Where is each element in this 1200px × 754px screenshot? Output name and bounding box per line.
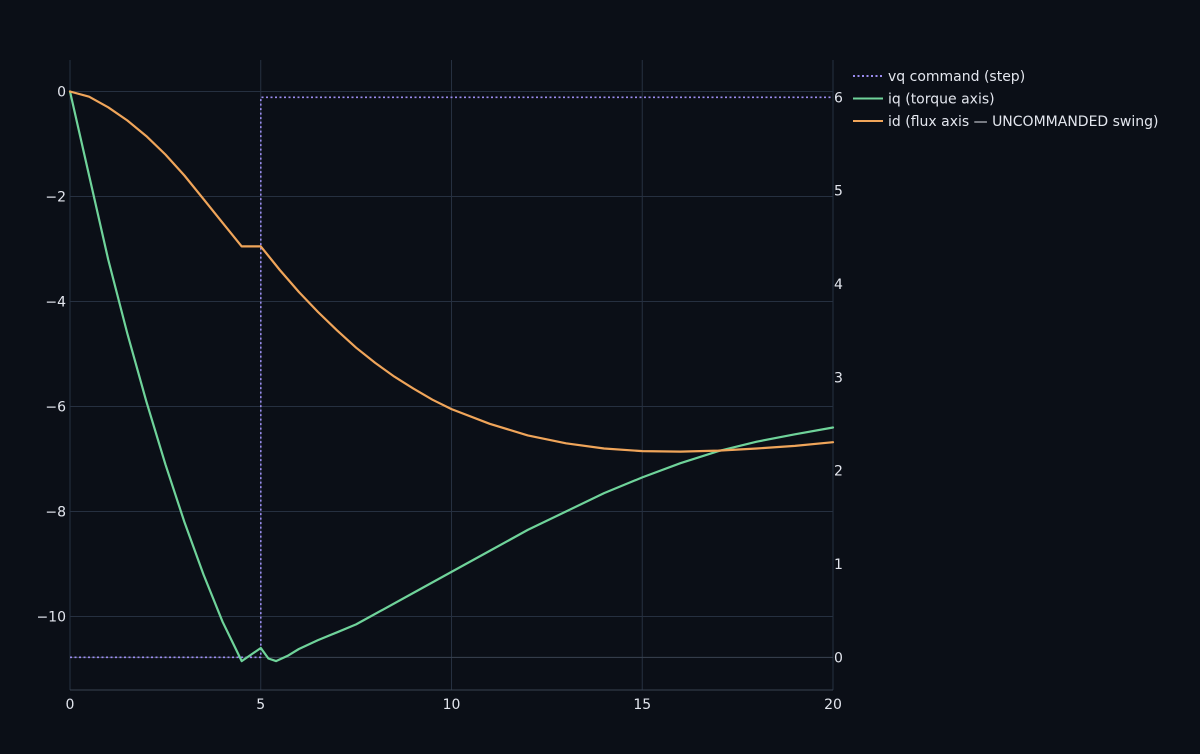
- series-lines: [68, 90, 835, 663]
- y2-tick-label: 3: [834, 370, 843, 386]
- grid: [69, 60, 834, 690]
- series-line-1: [70, 96, 833, 659]
- series-line-2: [68, 90, 835, 663]
- axes: 0 5 10 15 20 0 −2 −4 −6 −8 −10 0 1 2 3 4 5 6: [36, 85, 843, 714]
- y-tick-label: −8: [45, 505, 66, 521]
- y2-tick-label: 4: [834, 277, 843, 293]
- y2-tick-label: 5: [834, 184, 843, 200]
- legend-label-1: vq command (step): [888, 69, 1025, 85]
- y2-tick-label: 0: [834, 650, 843, 666]
- y-tick-label: −4: [45, 295, 66, 311]
- y2-tick-label: 6: [834, 90, 843, 106]
- x-tick-label: 10: [443, 697, 461, 713]
- x-tick-label: 5: [256, 697, 265, 713]
- x-tick-label: 0: [66, 697, 75, 713]
- y-tick-label: −2: [45, 190, 66, 206]
- y-tick-label: 0: [57, 85, 66, 101]
- legend-label-3: id (flux axis — UNCOMMANDED swing): [888, 114, 1159, 130]
- legend-label-2: iq (torque axis): [888, 92, 995, 108]
- y-tick-label: −10: [36, 610, 66, 626]
- y2-tick-label: 1: [834, 557, 843, 573]
- legend[interactable]: vq command (step) iq (torque axis) id (flu…: [853, 69, 1159, 130]
- y-tick-label: −6: [45, 400, 66, 416]
- y2-tick-label: 2: [834, 464, 843, 480]
- x-tick-label: 15: [633, 697, 651, 713]
- x-tick-label: 20: [824, 697, 842, 713]
- series-line-3: [68, 90, 835, 453]
